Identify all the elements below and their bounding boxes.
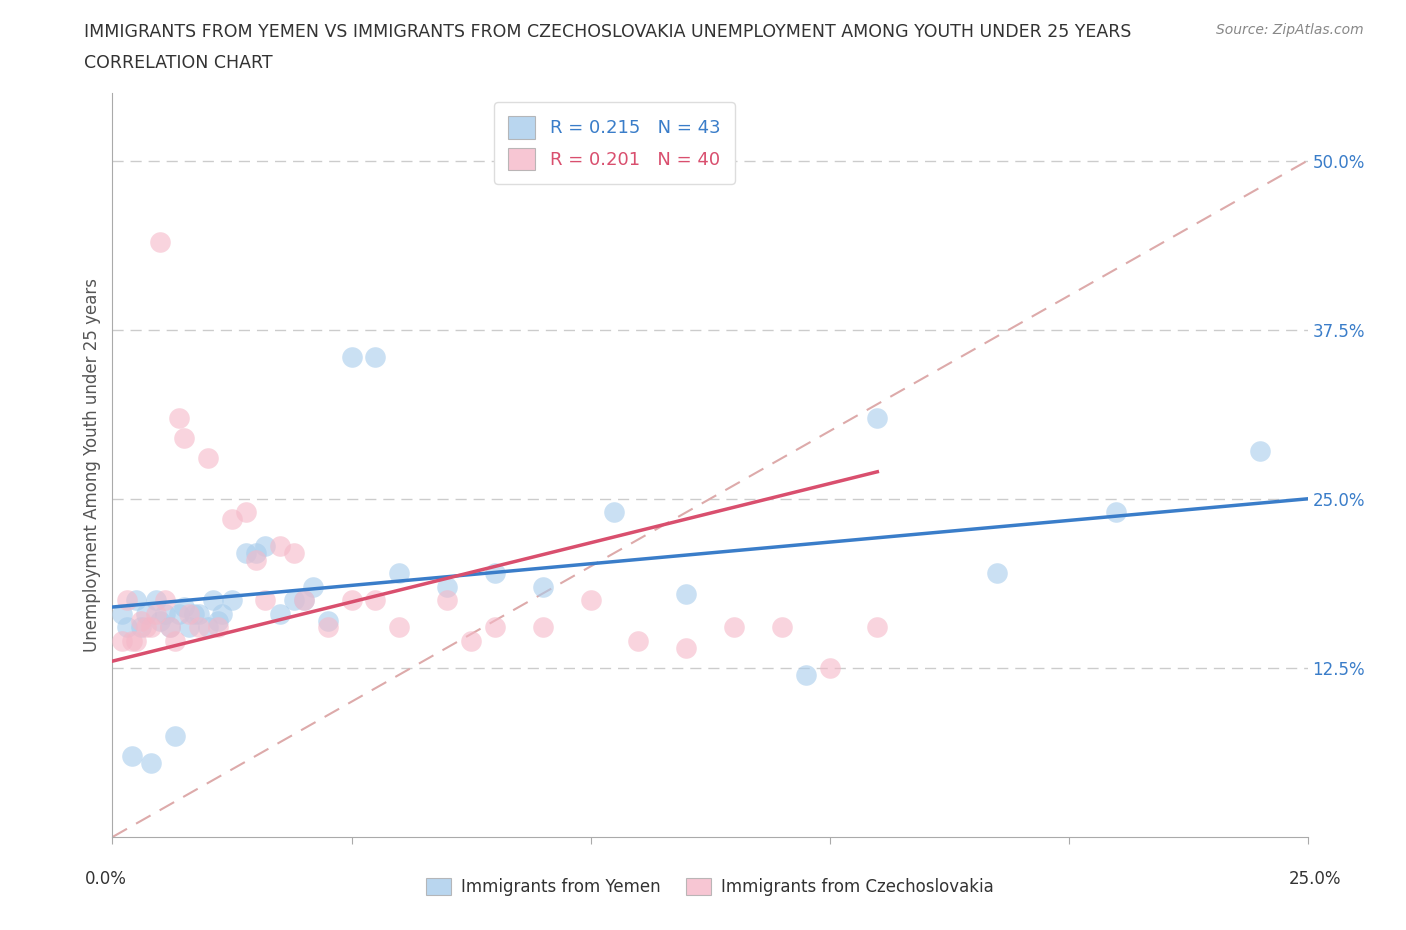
Point <box>235 546 257 561</box>
Y-axis label: Unemployment Among Youth under 25 years: Unemployment Among Youth under 25 years <box>83 278 101 652</box>
Point <box>460 633 482 648</box>
Point <box>723 620 745 635</box>
Point <box>603 505 626 520</box>
Point <box>986 565 1008 580</box>
Point <box>163 633 186 648</box>
Point <box>153 592 176 607</box>
Point <box>177 620 200 635</box>
Text: 0.0%: 0.0% <box>84 870 127 888</box>
Legend: Immigrants from Yemen, Immigrants from Czechoslovakia: Immigrants from Yemen, Immigrants from C… <box>419 871 1001 903</box>
Point <box>364 592 387 607</box>
Point <box>818 660 841 675</box>
Point <box>235 505 257 520</box>
Point <box>866 410 889 425</box>
Point <box>163 728 186 743</box>
Point <box>207 613 229 628</box>
Text: 25.0%: 25.0% <box>1288 870 1341 888</box>
Point <box>197 451 219 466</box>
Point <box>201 592 224 607</box>
Text: Source: ZipAtlas.com: Source: ZipAtlas.com <box>1216 23 1364 37</box>
Point <box>627 633 650 648</box>
Point <box>125 633 148 648</box>
Point <box>115 620 138 635</box>
Point <box>121 633 143 648</box>
Point <box>173 600 195 615</box>
Point <box>221 512 243 526</box>
Point <box>211 606 233 621</box>
Point <box>149 613 172 628</box>
Point <box>111 633 134 648</box>
Point <box>283 592 305 607</box>
Point <box>436 579 458 594</box>
Point <box>484 565 506 580</box>
Point <box>316 620 339 635</box>
Point <box>159 620 181 635</box>
Point <box>269 538 291 553</box>
Point <box>770 620 793 635</box>
Point <box>173 431 195 445</box>
Point <box>794 667 817 682</box>
Point <box>436 592 458 607</box>
Point <box>177 606 200 621</box>
Point <box>283 546 305 561</box>
Point <box>207 620 229 635</box>
Point <box>866 620 889 635</box>
Point <box>675 640 697 655</box>
Point <box>129 620 152 635</box>
Point <box>531 620 554 635</box>
Point <box>254 538 277 553</box>
Point <box>125 592 148 607</box>
Point <box>316 613 339 628</box>
Point <box>145 592 167 607</box>
Point <box>531 579 554 594</box>
Point <box>221 592 243 607</box>
Point <box>145 606 167 621</box>
Point <box>245 546 267 561</box>
Text: IMMIGRANTS FROM YEMEN VS IMMIGRANTS FROM CZECHOSLOVAKIA UNEMPLOYMENT AMONG YOUTH: IMMIGRANTS FROM YEMEN VS IMMIGRANTS FROM… <box>84 23 1132 41</box>
Point <box>1249 444 1271 458</box>
Point <box>183 606 205 621</box>
Point <box>269 606 291 621</box>
Point <box>121 749 143 764</box>
Point <box>1105 505 1128 520</box>
Point <box>197 620 219 635</box>
Point <box>364 350 387 365</box>
Point <box>292 592 315 607</box>
Point <box>135 606 157 621</box>
Point <box>340 592 363 607</box>
Point <box>675 586 697 601</box>
Point <box>388 620 411 635</box>
Point <box>292 592 315 607</box>
Point <box>302 579 325 594</box>
Text: CORRELATION CHART: CORRELATION CHART <box>84 54 273 72</box>
Point <box>153 606 176 621</box>
Point <box>187 620 209 635</box>
Point <box>159 620 181 635</box>
Point <box>111 606 134 621</box>
Point <box>115 592 138 607</box>
Point <box>484 620 506 635</box>
Point <box>135 620 157 635</box>
Point <box>245 552 267 567</box>
Point <box>169 410 191 425</box>
Point <box>388 565 411 580</box>
Point <box>139 755 162 770</box>
Point <box>169 606 191 621</box>
Point <box>129 613 152 628</box>
Point <box>579 592 602 607</box>
Point <box>139 620 162 635</box>
Point <box>340 350 363 365</box>
Point <box>149 234 172 249</box>
Point <box>187 606 209 621</box>
Point <box>254 592 277 607</box>
